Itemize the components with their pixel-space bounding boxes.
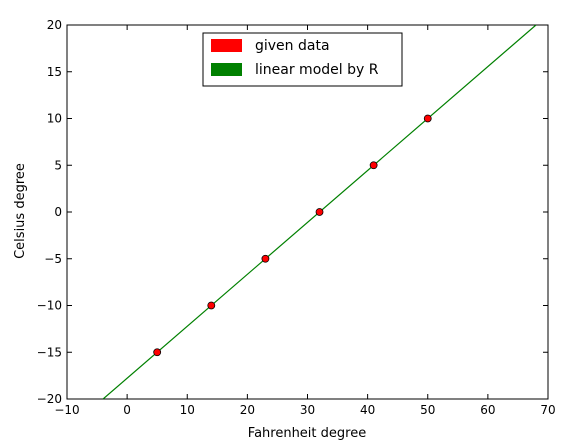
y-tick-label: 20	[47, 18, 62, 32]
x-tick-label: 0	[123, 403, 131, 417]
y-tick-label: −5	[44, 252, 62, 266]
y-tick-label: 5	[54, 158, 62, 172]
y-tick-label: −10	[37, 299, 62, 313]
x-axis-title: Fahrenheit degree	[248, 426, 366, 441]
ticks-layer: −10 0 10 20 30 40 50 60 70 −20 −15 −10 −5 0 5 10 15 20	[37, 18, 556, 417]
y-axis-title: Celsius degree	[13, 163, 28, 259]
x-tick-label: 30	[300, 403, 315, 417]
data-point	[423, 114, 432, 123]
x-tick-label: 50	[420, 403, 435, 417]
x-tick-label: 70	[540, 403, 555, 417]
y-tick-label: 15	[47, 65, 62, 79]
legend-swatch	[211, 63, 242, 76]
legend-label: linear model by R	[255, 62, 379, 78]
data-point	[369, 161, 378, 170]
x-tick-label: 60	[480, 403, 495, 417]
data-point	[315, 208, 324, 216]
y-tick-label: 0	[54, 205, 62, 219]
legend: given data linear model by R	[202, 32, 403, 87]
x-tick-label: 20	[240, 403, 255, 417]
y-tick-label: 10	[47, 112, 62, 126]
legend-label: given data	[255, 38, 330, 54]
y-tick-label: −15	[37, 345, 62, 359]
data-point	[207, 301, 216, 310]
y-tick-label: −20	[37, 392, 62, 406]
series-layer	[102, 25, 537, 399]
x-tick-label: −10	[54, 403, 79, 417]
data-point	[261, 254, 270, 263]
data-point	[153, 348, 162, 357]
x-tick-label: 40	[360, 403, 375, 417]
x-tick-label: 10	[180, 403, 195, 417]
legend-swatch	[211, 39, 242, 52]
